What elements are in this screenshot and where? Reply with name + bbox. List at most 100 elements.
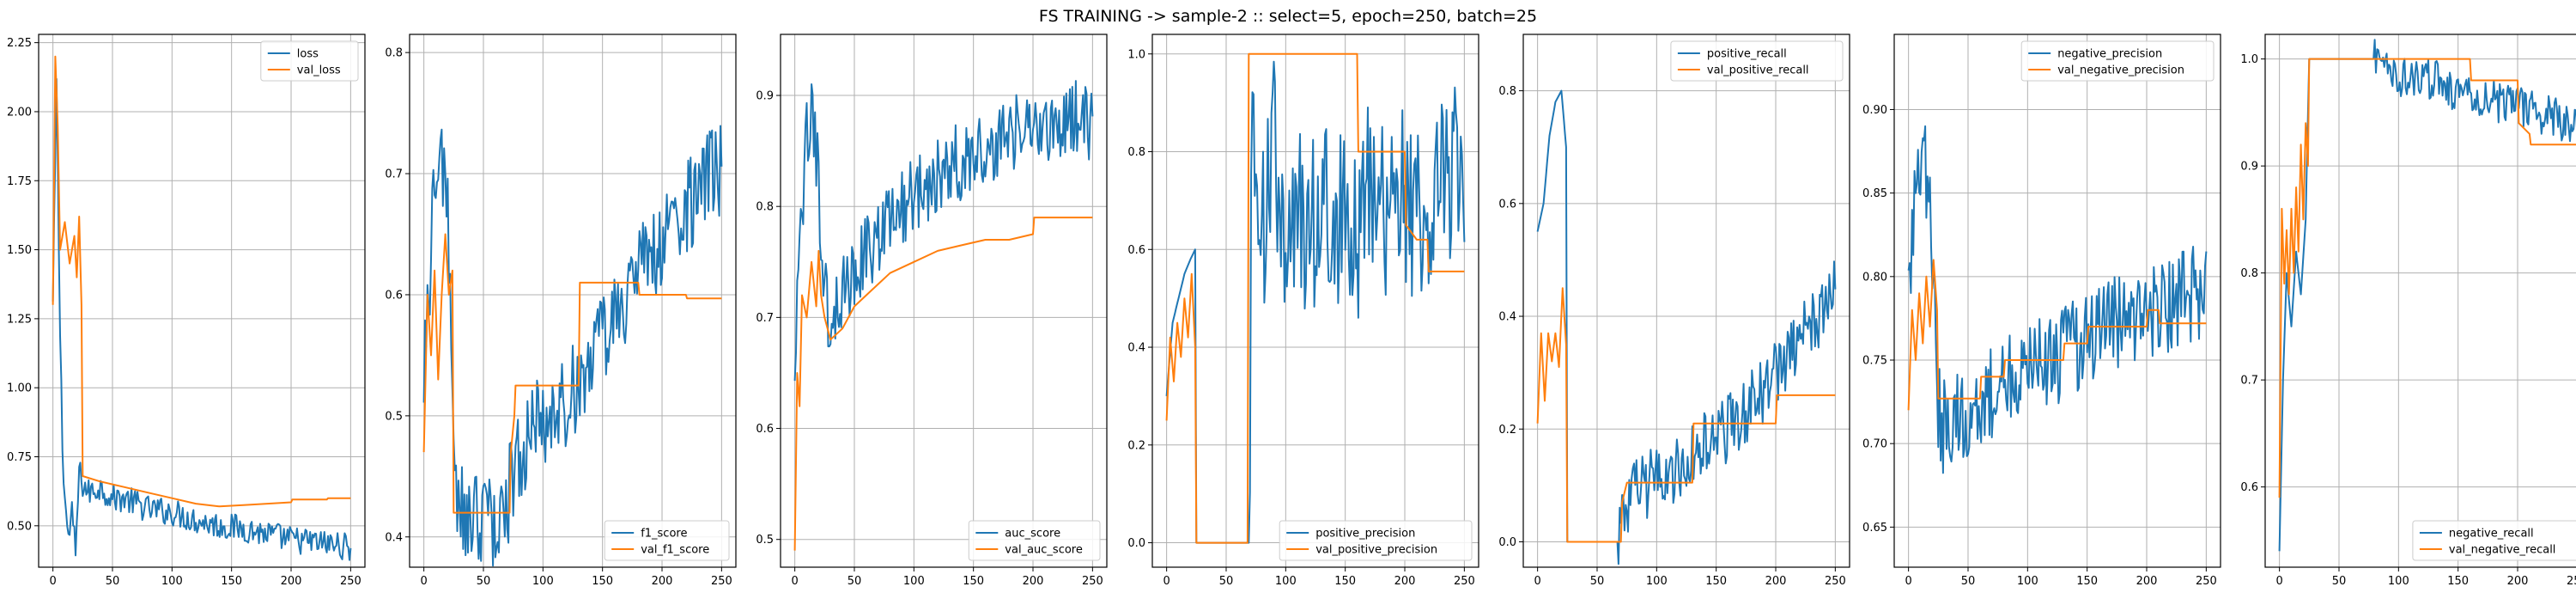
legend-label: negative_precision bbox=[2057, 48, 2162, 61]
axes-frame bbox=[1151, 34, 1479, 568]
x-tick-label: 200 bbox=[1765, 575, 1787, 588]
y-tick-label: 1.25 bbox=[7, 313, 32, 326]
y-tick-label: 0.70 bbox=[1862, 438, 1887, 451]
legend: auc_score val_auc_score bbox=[968, 520, 1101, 561]
legend-label: auc_score bbox=[1005, 528, 1060, 541]
y-tick-label: 1.0 bbox=[1127, 48, 1145, 61]
legend-label: val_positive_precision bbox=[1315, 544, 1437, 557]
series-line-val_positive_precision bbox=[1165, 52, 1465, 544]
legend: positive_recall val_positive_recall bbox=[1670, 40, 1844, 82]
legend-label: val_f1_score bbox=[641, 544, 709, 557]
legend: negative_recall val_negative_recall bbox=[2412, 520, 2576, 561]
y-tick-label: 0.80 bbox=[1862, 271, 1887, 284]
y-tick-label: 0.90 bbox=[1862, 104, 1887, 117]
legend: negative_precision val_negative_precision bbox=[2020, 40, 2215, 82]
x-tick-label: 0 bbox=[1905, 575, 1912, 588]
x-tick-label: 250 bbox=[1825, 575, 1846, 588]
y-tick-label: 0.4 bbox=[1127, 342, 1145, 355]
y-tick-label: 0.4 bbox=[385, 531, 403, 544]
x-tick-label: 50 bbox=[477, 575, 491, 588]
y-tick-label: 0.6 bbox=[385, 289, 403, 302]
y-tick-label: 0.85 bbox=[1862, 187, 1887, 200]
series-line-val_negative_precision bbox=[1907, 259, 2207, 411]
x-tick-label: 200 bbox=[2136, 575, 2158, 588]
x-tick-label: 0 bbox=[50, 575, 57, 588]
axes-frame bbox=[1893, 34, 2221, 568]
chart-panel-5: 0 50 100 150 200 250 0.0 0.2 0.4 0.6 0.8 positive_r… bbox=[1498, 34, 1850, 588]
y-tick-label: 0.9 bbox=[756, 90, 774, 103]
y-tick-label: 0.6 bbox=[1127, 244, 1145, 257]
series-line-f1_score bbox=[422, 125, 723, 567]
axes-frame bbox=[38, 34, 366, 568]
y-tick-label: 0.5 bbox=[756, 534, 774, 547]
legend-box bbox=[2020, 40, 2215, 82]
y-tick-label: 0.7 bbox=[2240, 375, 2258, 388]
x-tick-label: 50 bbox=[1590, 575, 1605, 588]
y-tick-label: 0.6 bbox=[1498, 198, 1516, 211]
x-tick-label: 150 bbox=[2447, 575, 2469, 588]
legend-box bbox=[604, 520, 730, 561]
y-tick-label: 0.8 bbox=[1127, 146, 1145, 159]
x-tick-label: 50 bbox=[1961, 575, 1976, 588]
series-line-negative_precision bbox=[1907, 125, 2208, 474]
y-tick-label: 0.6 bbox=[756, 423, 774, 436]
series-line-val_loss bbox=[52, 55, 351, 508]
legend-box bbox=[1279, 520, 1473, 561]
y-tick-label: 0.5 bbox=[385, 410, 403, 423]
x-tick-label: 150 bbox=[592, 575, 613, 588]
legend-label: val_positive_recall bbox=[1707, 64, 1809, 77]
y-tick-label: 0.9 bbox=[2240, 161, 2258, 174]
x-tick-label: 200 bbox=[1023, 575, 1044, 588]
legend: f1_score val_f1_score bbox=[604, 520, 730, 561]
x-tick-label: 100 bbox=[1646, 575, 1668, 588]
y-tick-label: 0.75 bbox=[7, 451, 32, 464]
chart-panel-4: 0 50 100 150 200 250 0.0 0.2 0.4 0.6 0.8 1.0 positiv… bbox=[1127, 34, 1479, 588]
figure-title: FS TRAINING -> sample-2 :: select=5, epo… bbox=[1038, 7, 1538, 26]
chart-panel-2: 0 50 100 150 200 250 0.4 0.5 0.6 0.7 0.8 f1_scoreva… bbox=[385, 34, 737, 588]
x-tick-label: 250 bbox=[340, 575, 361, 588]
legend: positive_precision val_positive_precision bbox=[1279, 520, 1473, 561]
x-tick-label: 0 bbox=[792, 575, 799, 588]
legend-label: positive_recall bbox=[1707, 48, 1787, 61]
x-tick-label: 200 bbox=[2507, 575, 2529, 588]
x-tick-label: 100 bbox=[903, 575, 925, 588]
x-tick-label: 150 bbox=[963, 575, 984, 588]
y-tick-label: 0.50 bbox=[7, 520, 32, 533]
y-tick-label: 0.2 bbox=[1127, 439, 1145, 452]
x-tick-label: 250 bbox=[2196, 575, 2217, 588]
legend-box bbox=[260, 40, 359, 82]
x-tick-label: 50 bbox=[1219, 575, 1234, 588]
y-tick-label: 0.75 bbox=[1862, 354, 1887, 367]
legend-label: loss bbox=[297, 48, 319, 61]
y-tick-label: 2.25 bbox=[7, 37, 32, 50]
x-tick-label: 100 bbox=[532, 575, 554, 588]
x-tick-label: 150 bbox=[1705, 575, 1727, 588]
x-tick-label: 50 bbox=[848, 575, 862, 588]
x-tick-label: 200 bbox=[281, 575, 302, 588]
legend-label: val_auc_score bbox=[1005, 544, 1083, 557]
series-line-positive_precision bbox=[1165, 60, 1466, 544]
y-tick-label: 0.2 bbox=[1498, 424, 1516, 437]
chart-panel-1: 0 50 100 150 200 250 0.50 0.75 1.00 1.25 1.50 1.75 2… bbox=[7, 34, 366, 588]
x-tick-label: 0 bbox=[1163, 575, 1170, 588]
y-tick-label: 1.50 bbox=[7, 244, 32, 257]
legend-box bbox=[1670, 40, 1844, 82]
series-line-val_f1_score bbox=[422, 233, 722, 514]
chart-panel-3: 0 50 100 150 200 250 0.5 0.6 0.7 0.8 0.9 auc_scorev… bbox=[756, 34, 1108, 588]
x-tick-label: 100 bbox=[2388, 575, 2409, 588]
y-tick-label: 0.6 bbox=[2240, 481, 2258, 494]
y-tick-label: 0.8 bbox=[385, 47, 403, 60]
x-tick-label: 0 bbox=[2276, 575, 2283, 588]
axes-frame bbox=[780, 34, 1108, 568]
x-tick-label: 100 bbox=[2017, 575, 2038, 588]
y-tick-label: 0.8 bbox=[1498, 85, 1516, 98]
x-tick-label: 250 bbox=[711, 575, 732, 588]
legend-label: positive_precision bbox=[1315, 528, 1415, 541]
x-tick-label: 250 bbox=[1454, 575, 1475, 588]
x-tick-label: 100 bbox=[161, 575, 183, 588]
chart-panel-6: 0 50 100 150 200 250 0.65 0.70 0.75 0.80 0.85 0.90 n… bbox=[1862, 34, 2221, 588]
axes-frame bbox=[1522, 34, 1850, 568]
y-tick-label: 0.4 bbox=[1498, 311, 1516, 324]
